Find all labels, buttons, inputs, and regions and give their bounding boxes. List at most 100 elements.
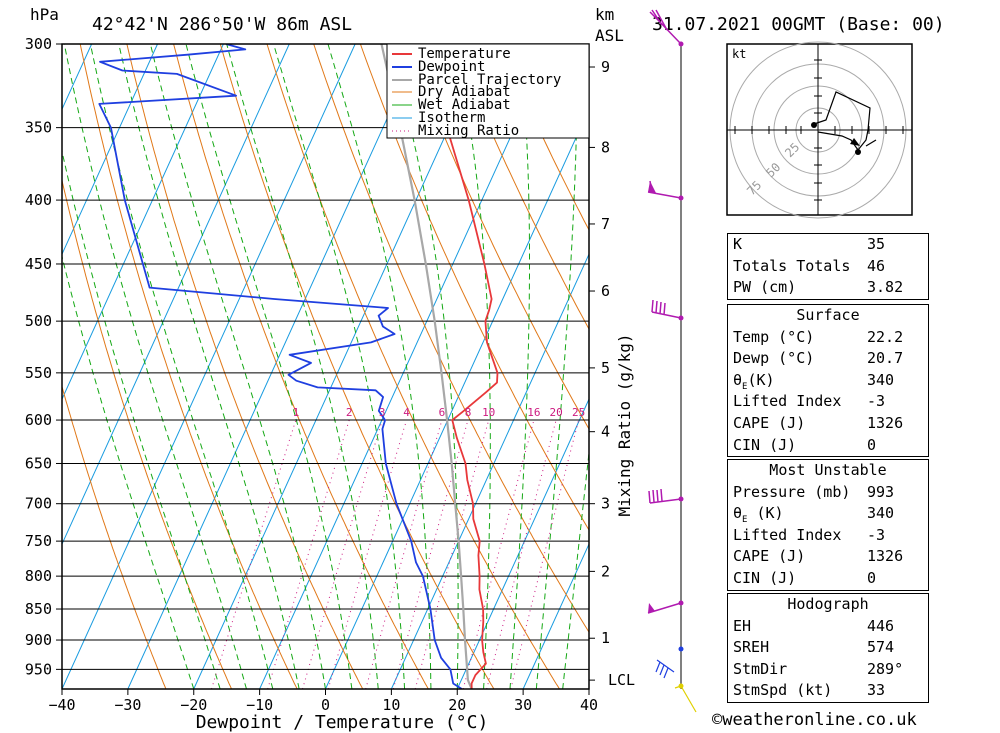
hodograph-stats-title: Hodograph <box>787 595 869 613</box>
sreh-value: 574 <box>867 638 895 657</box>
surface-theta-value: 340 <box>867 370 895 389</box>
surface-title: Surface <box>796 306 860 324</box>
x-axis-title: Dewpoint / Temperature (°C) <box>196 712 489 733</box>
mixing-ratio-label: 4 <box>403 406 410 419</box>
pressure-tick-label: 700 <box>25 495 52 513</box>
site-link[interactable]: weatheronline.co.uk <box>722 710 917 730</box>
most-unstable-table: Most Unstable Pressure (mb) 993 θE (K) 3… <box>727 459 929 591</box>
mixing-ratio-label: 2 <box>346 406 353 419</box>
mu-cin-label: CIN (J) <box>733 568 797 587</box>
mu-cin-value: 0 <box>867 568 877 587</box>
mu-cape-label: CAPE (J) <box>733 547 806 566</box>
temperature-tick-label: 10 <box>382 696 400 714</box>
hodograph-trace <box>813 91 871 152</box>
pressure-tick-label: 800 <box>25 567 52 585</box>
mixing-ratio-label: 20 <box>549 406 562 419</box>
location-title: 42°42'N 286°50'W 86m ASL <box>92 14 352 35</box>
wind-barb-300 <box>649 9 684 47</box>
pressure-tick-label: 950 <box>25 660 52 678</box>
totals-totals-row: Totals Totals 46 <box>728 256 928 278</box>
mixing-ratio-labels: 1 2 3 4 6 8 10 16 20 25 <box>293 406 586 419</box>
pressure-tick-label: 450 <box>25 255 52 273</box>
temperature-tick-label: −30 <box>114 696 141 714</box>
mixing-ratio-line <box>510 419 580 689</box>
wet-adiabat-line <box>454 44 491 689</box>
stmspd-value: 33 <box>867 681 886 700</box>
pressure-tick-label: 850 <box>25 600 52 618</box>
temperature-tick-label: 40 <box>580 696 598 714</box>
mixing-ratio-label: 6 <box>439 406 446 419</box>
surface-theta-row: θE(K) 340 <box>728 370 928 392</box>
eh-label: EH <box>733 616 752 635</box>
sounding-profiles <box>98 44 499 689</box>
dry-adiabat-line <box>921 44 1000 689</box>
height-tick-label: 4 <box>601 423 610 441</box>
pressure-lines <box>62 44 589 670</box>
wet-adiabat-lines <box>62 44 589 689</box>
legend-label-isotherm: Isotherm <box>418 110 485 126</box>
copyright-icon: © <box>712 710 723 730</box>
copyright-footer[interactable]: ©weatheronline.co.uk <box>712 710 917 730</box>
indices-table: K 35 Totals Totals 46 PW (cm) 3.82 <box>727 233 929 300</box>
isotherm-line <box>62 44 158 256</box>
legend-label-wet-adiabat: Wet Adiabat <box>418 97 511 113</box>
mixing-ratio-line <box>211 419 297 689</box>
isotherm-line <box>456 397 589 689</box>
dry-adiabat-line <box>126 44 364 689</box>
mu-pressure-label: Pressure (mb) <box>733 482 851 501</box>
isotherm-line <box>193 44 488 689</box>
mixing-ratio-line <box>462 419 535 689</box>
height-tick-label: 2 <box>601 562 610 580</box>
pressure-tick-label: 500 <box>25 312 52 330</box>
mixing-ratio-label: 1 <box>293 406 300 419</box>
k-index-label: K <box>733 235 743 253</box>
stmspd-label: StmSpd (kt) <box>733 681 833 700</box>
dewpoint-line <box>98 44 463 689</box>
surface-cin-label: CIN (J) <box>733 435 797 454</box>
legend-label-temperature: Temperature <box>418 46 511 62</box>
wet-adiabat-line <box>185 44 353 689</box>
mixing-ratio-label: 3 <box>379 406 386 419</box>
wind-barbs <box>647 9 697 713</box>
wind-barb-925 <box>678 646 684 652</box>
surface-temp-label: Temp (°C) <box>733 327 815 346</box>
mixing-ratio-line <box>486 419 557 689</box>
wet-adiabat-line <box>62 254 195 689</box>
surface-temp-value: 22.2 <box>867 327 904 346</box>
hodograph-ticks <box>734 59 904 201</box>
most-unstable-title: Most Unstable <box>769 461 887 479</box>
legend-label-dewpoint: Dewpoint <box>418 59 485 75</box>
dry-adiabat-line <box>62 178 232 689</box>
temperature-tick-label: −20 <box>180 696 207 714</box>
pw-label: PW (cm) <box>733 278 797 297</box>
height-axis: 1 2 3 4 5 6 7 8 9 LCL <box>589 58 635 689</box>
surface-li-label: Lifted Index <box>733 392 842 411</box>
height-tick-label: 9 <box>601 58 610 76</box>
parcel-trajectory-line <box>380 44 473 689</box>
legend-label-mixing-ratio: Mixing Ratio <box>418 123 519 139</box>
dry-adiabat-line <box>219 44 495 689</box>
surface-li-row: Lifted Index -3 <box>728 391 928 413</box>
mu-theta-label: θE (K) <box>733 504 784 526</box>
isotherm-line <box>325 108 589 689</box>
wind-barb-400 <box>647 180 684 201</box>
mu-theta-value: 340 <box>867 504 895 523</box>
temperature-tick-label: −10 <box>246 696 273 714</box>
eh-value: 446 <box>867 616 895 635</box>
legend-label-dry-adiabat: Dry Adiabat <box>418 84 511 100</box>
height-tick-label: 1 <box>601 629 610 647</box>
mu-li-row: Lifted Index -3 <box>728 525 928 547</box>
dry-adiabat-line <box>406 44 589 430</box>
mu-cape-row: CAPE (J) 1326 <box>728 546 928 568</box>
stmdir-value: 289° <box>867 659 904 678</box>
date-title: 31.07.2021 00GMT (Base: 00) <box>652 14 945 35</box>
mixing-ratio-line <box>327 419 407 689</box>
k-index-value: 35 <box>867 235 886 253</box>
wet-adiabat-line <box>389 44 459 689</box>
temperature-tick-label: 20 <box>448 696 466 714</box>
surface-theta-label: θE(K) <box>733 370 775 392</box>
isotherm-line <box>127 44 422 689</box>
totals-totals-label: Totals Totals <box>733 256 851 275</box>
dry-adiabat-line <box>359 44 589 531</box>
surface-cape-label: CAPE (J) <box>733 413 806 432</box>
